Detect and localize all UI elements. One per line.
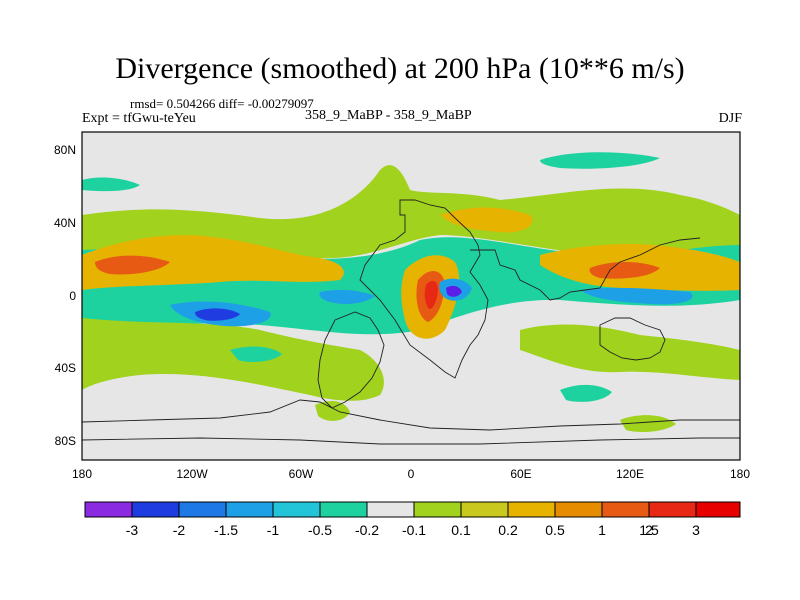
contour-neg-strong-west bbox=[195, 308, 240, 321]
lon-label-60w: 60W bbox=[289, 467, 314, 481]
contour-pos-weak-north bbox=[82, 165, 740, 259]
coast-africa bbox=[359, 199, 489, 379]
colorbar-box-0 bbox=[84, 501, 133, 518]
contour-pos-strong-west bbox=[95, 255, 170, 275]
contour-pos-weak-far-south bbox=[315, 400, 350, 421]
colorbar-box-5 bbox=[319, 501, 368, 518]
map-title: Divergence (smoothed) at 200 hPa (10**6 … bbox=[115, 52, 685, 85]
season-label: DJF bbox=[718, 111, 742, 126]
contour-pos-weak-east-south bbox=[620, 415, 676, 432]
stats-text: rmsd= 0.504266 diff= -0.00279097 bbox=[130, 96, 314, 111]
colorbar-label-13: 3 bbox=[692, 522, 700, 538]
lon-label-60e: 60E bbox=[510, 467, 531, 481]
cases-label: 358_9_MaBP - 358_9_MaBP bbox=[305, 108, 472, 123]
plot-frame bbox=[81, 131, 741, 461]
lat-label-40n: 40N bbox=[54, 216, 76, 230]
colorbar-label-4: -0.5 bbox=[308, 522, 332, 538]
coastlines bbox=[82, 199, 740, 445]
lon-label-0: 0 bbox=[408, 467, 415, 481]
colorbar-label-8: 0.2 bbox=[498, 522, 518, 538]
contour-neg-weak-sw bbox=[230, 346, 282, 362]
colorbar-label-10: 1 bbox=[598, 522, 606, 538]
lat-label-80n: 80N bbox=[54, 143, 76, 157]
contour-neg-weak-south bbox=[560, 384, 612, 402]
lon-label-120e: 120E bbox=[616, 467, 644, 481]
colorbar-label-2: -1.5 bbox=[214, 522, 238, 538]
colorbar-box-7 bbox=[413, 501, 462, 518]
colorbar-label-12: 2 bbox=[645, 522, 653, 538]
latitude-axis: 80N 40N 0 40S 80S bbox=[54, 143, 76, 448]
experiment-label: Expt = tfGwu-teYeu bbox=[82, 111, 196, 126]
contour-neg-max-central bbox=[446, 285, 462, 297]
colorbar-box-9 bbox=[507, 501, 556, 518]
colorbar-box-6 bbox=[366, 501, 415, 518]
coast-antarctica-shelf bbox=[82, 437, 740, 445]
contour-pos-mid-nw bbox=[82, 235, 344, 290]
colorbar-box-13 bbox=[695, 501, 741, 518]
lon-label-120w: 120W bbox=[176, 467, 208, 481]
contour-neg-weak-arctic bbox=[540, 152, 660, 169]
colorbar-box-4 bbox=[272, 501, 321, 518]
colorbar-box-11 bbox=[601, 501, 650, 518]
colorbar-label-3: -1 bbox=[267, 522, 280, 538]
colorbar-box-8 bbox=[460, 501, 509, 518]
contour-pos-mid-north bbox=[440, 207, 533, 233]
colorbar-label-0: -3 bbox=[126, 522, 139, 538]
contour-pos-max-central bbox=[424, 280, 438, 309]
contour-neg-mid-east bbox=[580, 287, 693, 305]
contour-fields bbox=[82, 152, 740, 432]
colorbar-label-5: -0.2 bbox=[355, 522, 379, 538]
colorbar-label-11: 1.5 bbox=[639, 522, 659, 538]
contour-neg-weak-nw bbox=[82, 177, 140, 192]
contour-pos-weak-se bbox=[520, 324, 740, 380]
colorbar-box-2 bbox=[178, 501, 227, 518]
colorbar-box-10 bbox=[554, 501, 603, 518]
lat-label-80s: 80S bbox=[55, 434, 76, 448]
colorbar-label-9: 0.5 bbox=[545, 522, 565, 538]
colorbar-label-7: 0.1 bbox=[451, 522, 471, 538]
contour-pos-weak-south bbox=[82, 318, 384, 401]
longitude-axis: 180 120W 60W 0 60E 120E 180 bbox=[72, 467, 750, 481]
lat-label-40s: 40S bbox=[55, 361, 76, 375]
colorbar-label-6: -0.1 bbox=[402, 522, 426, 538]
lon-label-180w: 180 bbox=[72, 467, 92, 481]
coast-australia bbox=[599, 317, 666, 361]
coast-south-america bbox=[317, 311, 385, 409]
colorbar-box-1 bbox=[131, 501, 180, 518]
lat-label-0: 0 bbox=[69, 289, 76, 303]
colorbar-label-1: -2 bbox=[173, 522, 186, 538]
colorbar-box-12 bbox=[648, 501, 697, 518]
colorbar-box-3 bbox=[225, 501, 274, 518]
coast-eurasia bbox=[470, 237, 701, 301]
lon-label-180e: 180 bbox=[730, 467, 750, 481]
coast-antarctica bbox=[82, 399, 740, 431]
colorbar: -3 -2 -1.5 -1 -0.5 -0.2 -0.1 0.1 0.2 0.5… bbox=[84, 501, 741, 538]
contour-neg-mid-equator bbox=[319, 289, 375, 304]
